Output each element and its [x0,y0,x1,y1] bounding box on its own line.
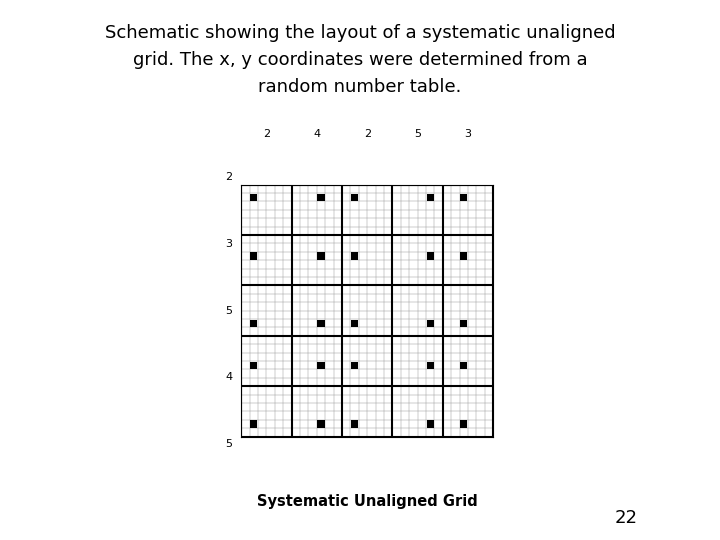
Bar [427,252,434,260]
Bar [251,362,258,369]
Text: random number table.: random number table. [258,78,462,96]
Text: 4: 4 [313,129,320,139]
Text: 5: 5 [414,129,421,139]
Bar [251,420,258,428]
Text: 3: 3 [464,129,472,139]
Bar [460,252,467,260]
Bar [460,320,467,327]
Text: Systematic Unaligned Grid: Systematic Unaligned Grid [257,494,477,509]
Text: 5: 5 [225,306,233,315]
Text: 4: 4 [225,373,233,382]
Bar [351,320,359,327]
Bar [351,252,359,260]
Bar [318,252,325,260]
Bar [460,420,467,428]
Bar [427,193,434,201]
Text: 2: 2 [225,172,233,181]
Bar [251,252,258,260]
Bar [318,420,325,428]
Bar [427,320,434,327]
Bar [318,193,325,201]
Text: grid. The x, y coordinates were determined from a: grid. The x, y coordinates were determin… [132,51,588,69]
Text: 22: 22 [615,509,638,528]
Bar [251,320,258,327]
Bar [460,362,467,369]
Bar [351,362,359,369]
Bar [351,420,359,428]
Text: 5: 5 [225,440,233,449]
Text: 3: 3 [225,239,233,248]
Bar [318,320,325,327]
Bar [251,193,258,201]
Bar [460,193,467,201]
Text: 2: 2 [263,129,270,139]
Bar [427,420,434,428]
Bar [427,362,434,369]
Bar [351,193,359,201]
Text: Schematic showing the layout of a systematic unaligned: Schematic showing the layout of a system… [104,24,616,42]
Text: 2: 2 [364,129,371,139]
Bar [318,362,325,369]
